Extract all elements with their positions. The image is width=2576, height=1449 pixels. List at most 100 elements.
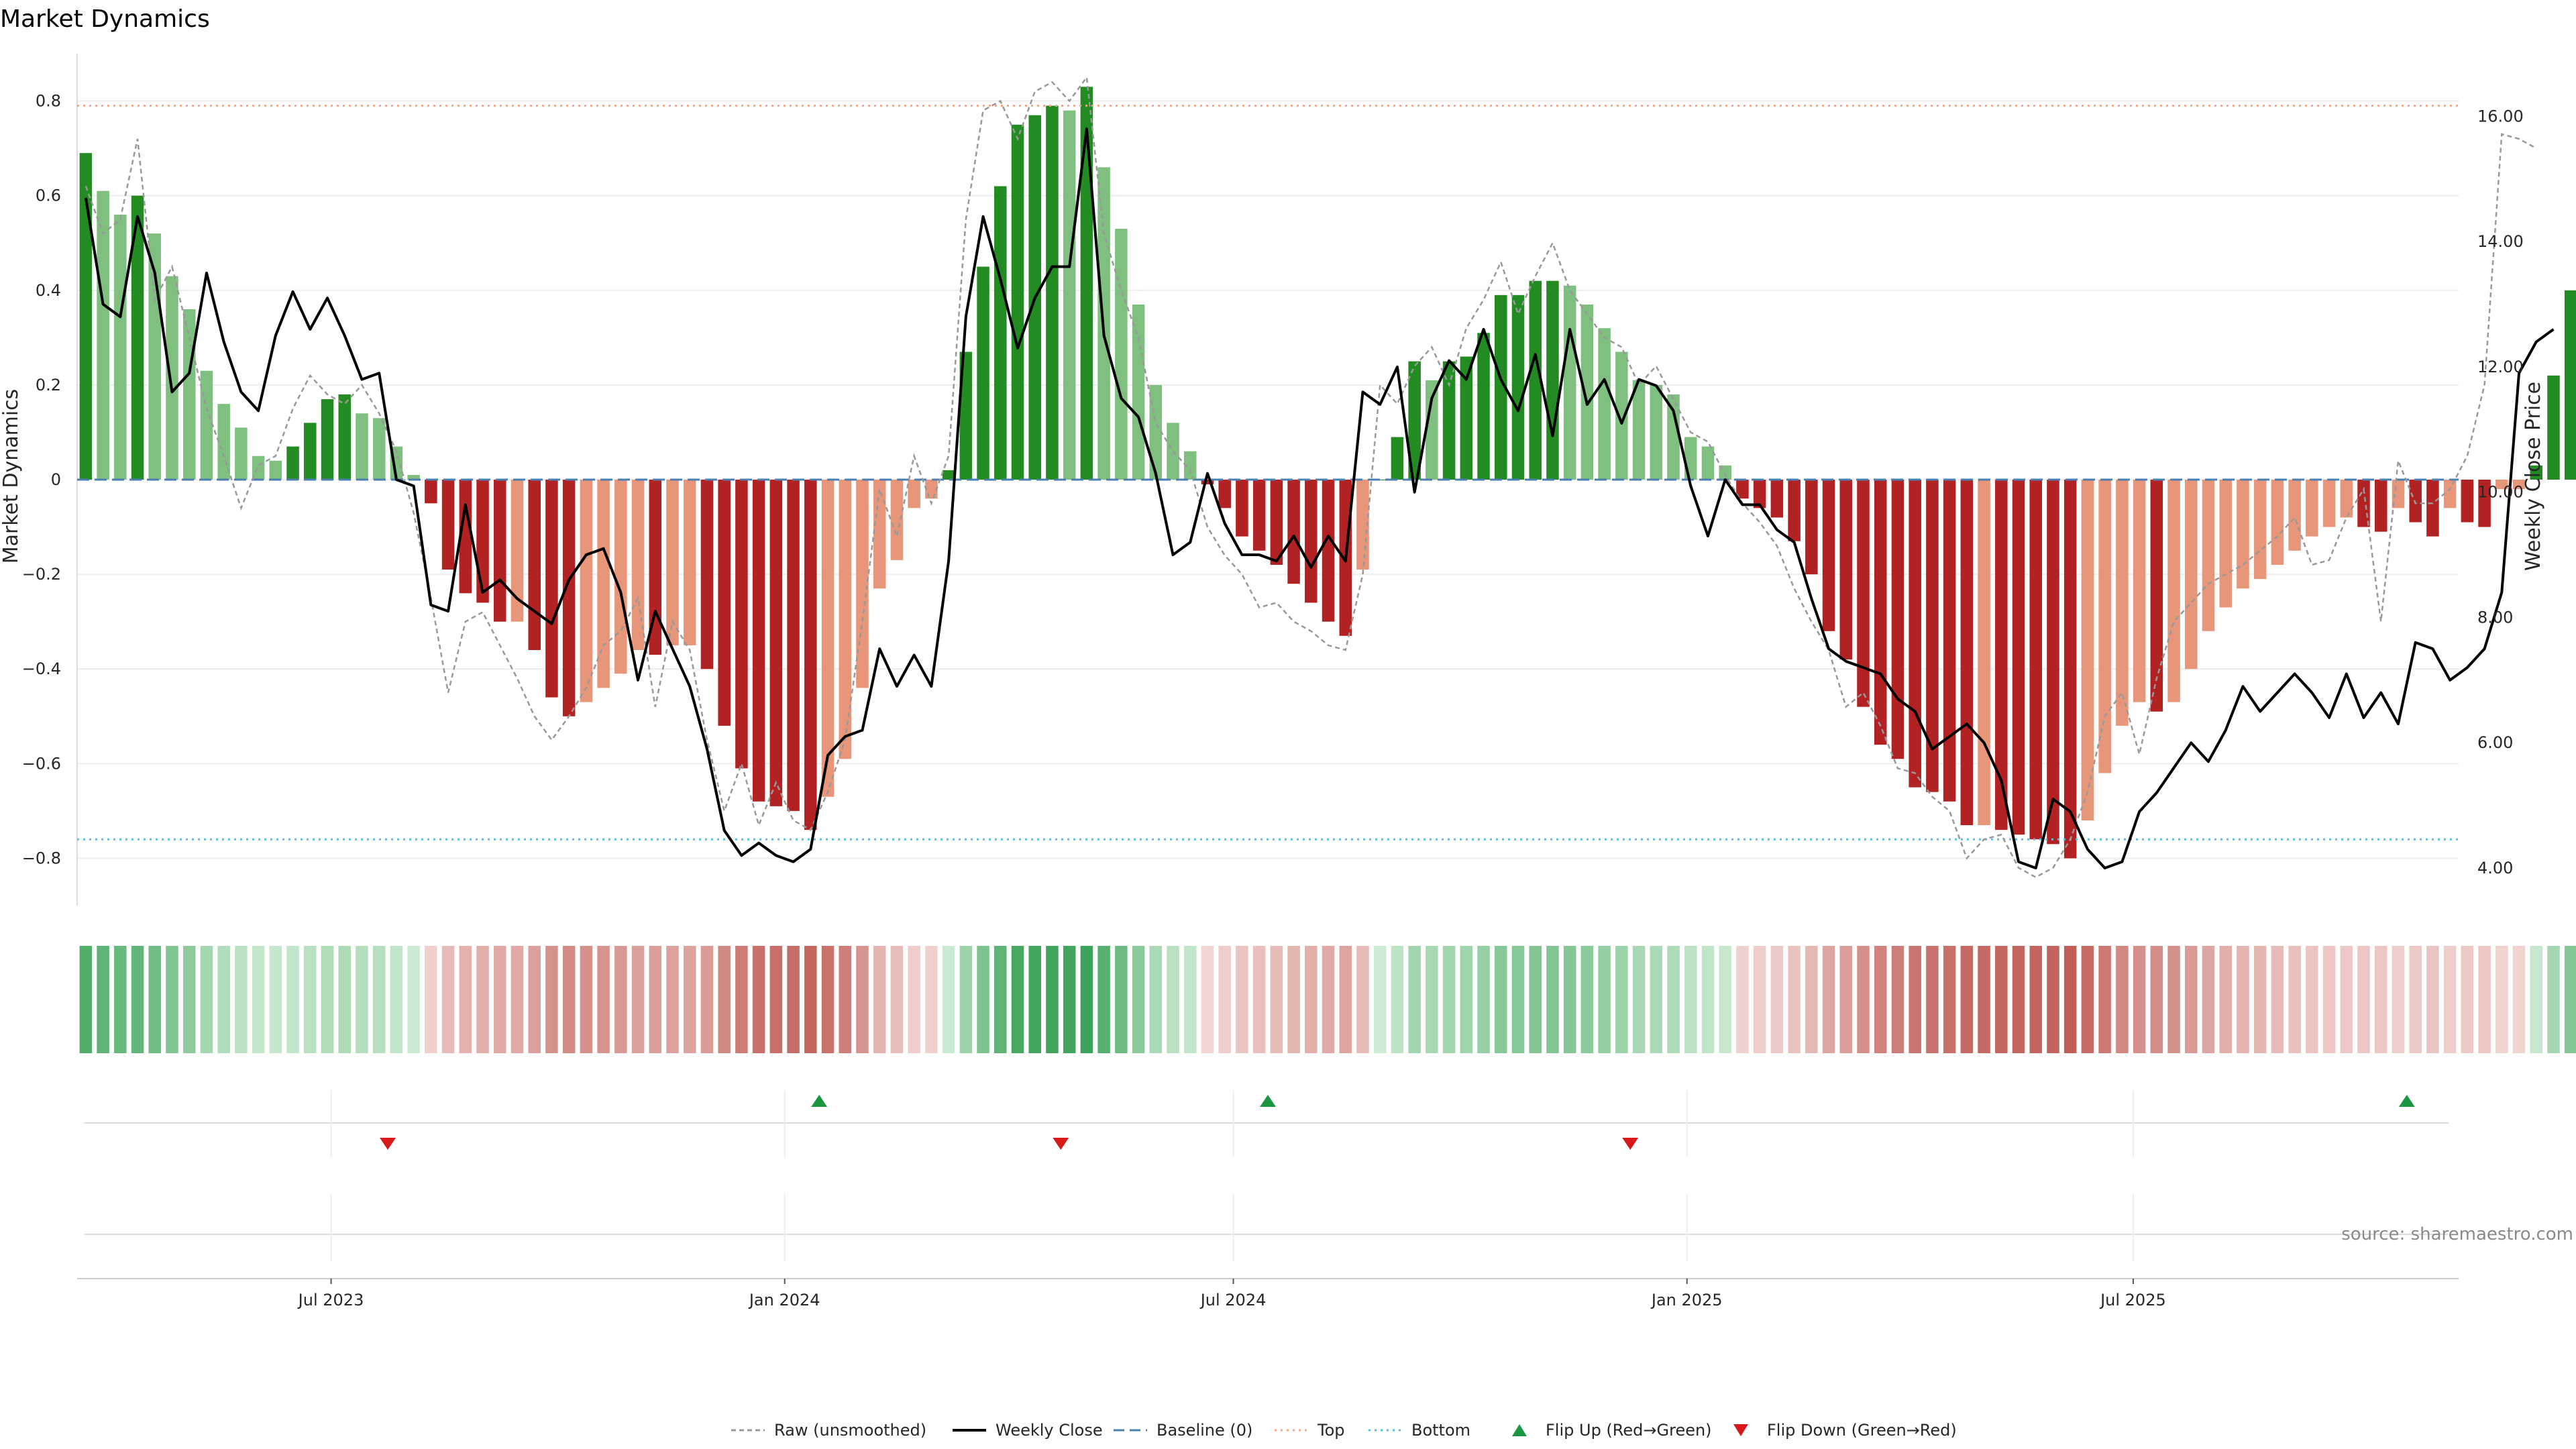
bar (459, 480, 472, 594)
heat-cell (2047, 946, 2059, 1053)
heat-cell (97, 946, 109, 1053)
bar (2443, 480, 2457, 508)
bar (1218, 480, 1231, 508)
y-tick-label: −0.4 (22, 659, 61, 678)
heat-cell (1753, 946, 1766, 1053)
y-tick-label: −0.2 (22, 565, 61, 584)
heat-cell (269, 946, 282, 1053)
bar (1149, 384, 1163, 480)
heat-cell (666, 946, 679, 1053)
flip-up-marker (2398, 1095, 2415, 1107)
bar (1805, 480, 1818, 575)
heat-cell (338, 946, 351, 1053)
bar (2098, 480, 2111, 773)
heat-cell (1615, 946, 1628, 1053)
heat-cell (1563, 946, 1576, 1053)
heat-cell (2116, 946, 2129, 1053)
heat-cell (1477, 946, 1490, 1053)
heat-cell (2426, 946, 2439, 1053)
bar (1442, 361, 1456, 480)
heat-cell (1529, 946, 1542, 1053)
heat-cell (1356, 946, 1369, 1053)
heat-cell (959, 946, 973, 1053)
heat-cell (1909, 946, 1921, 1053)
heat-cell (1495, 946, 1507, 1053)
heat-cell (2392, 946, 2405, 1053)
heat-cell (2133, 946, 2146, 1053)
heat-cell (2443, 946, 2457, 1053)
bar (2167, 480, 2180, 702)
y-axis-label: Market Dynamics (0, 389, 23, 564)
bar (1632, 380, 1646, 480)
bar (1495, 294, 1507, 480)
bar (1615, 352, 1628, 480)
bar (2047, 480, 2059, 845)
bar (994, 186, 1007, 480)
flip-down-marker (380, 1138, 396, 1150)
y2-tick-label: 8.00 (2477, 608, 2513, 627)
flip-down-marker (1622, 1138, 1639, 1150)
heat-cell (1736, 946, 1749, 1053)
bar (1822, 480, 1835, 631)
heat-cell (252, 946, 265, 1053)
heat-cell (1046, 946, 1059, 1053)
bar (1839, 480, 1853, 660)
heat-cell (2306, 946, 2318, 1053)
bar (493, 480, 506, 622)
legend: Raw (unsmoothed) Weekly Close Baseline (0)… (731, 1421, 1957, 1440)
bar (2322, 480, 2336, 527)
bar (2409, 480, 2422, 523)
bar (1477, 333, 1490, 480)
bar (614, 480, 627, 674)
heat-cell (217, 946, 230, 1053)
heat-cell (1460, 946, 1473, 1053)
legend-label: Raw (unsmoothed) (774, 1421, 926, 1440)
legend-swatch (1512, 1424, 1527, 1436)
bar (200, 370, 213, 480)
bar (2306, 480, 2318, 537)
heat-cell (1943, 946, 1956, 1053)
heat-cell (1788, 946, 1801, 1053)
bar (700, 480, 714, 669)
bar (2150, 480, 2163, 712)
bar (1788, 480, 1801, 541)
bar (804, 480, 817, 830)
raw-series-line (85, 74, 2537, 879)
bar (528, 480, 541, 650)
source-note: source: sharemaestro.com (2341, 1224, 2573, 1244)
bar (545, 480, 558, 698)
bar (839, 480, 852, 759)
heat-cell (286, 946, 299, 1053)
heat-cell (1822, 946, 1835, 1053)
heat-cell (2461, 946, 2474, 1053)
heat-cell (1097, 946, 1110, 1053)
heat-cell (114, 946, 127, 1053)
bar (2478, 480, 2491, 527)
heat-cell (2409, 946, 2422, 1053)
heat-cell (2029, 946, 2043, 1053)
y-tick-label: −0.8 (22, 849, 61, 867)
bar (356, 413, 368, 480)
bar (1132, 304, 1145, 480)
bar (2029, 480, 2043, 840)
heat-cell (182, 946, 196, 1053)
heat-cell (1546, 946, 1559, 1053)
bar (2530, 465, 2543, 480)
bar (580, 480, 593, 702)
heat-cell (1978, 946, 1990, 1053)
heat-cell (1805, 946, 1818, 1053)
heat-cell (821, 946, 835, 1053)
heat-cell (2185, 946, 2198, 1053)
bar (1598, 328, 1611, 480)
heat-cell (2322, 946, 2336, 1053)
heat-cell (752, 946, 765, 1053)
heat-cell (2081, 946, 2094, 1053)
heat-cell (839, 946, 852, 1053)
heat-cell (1719, 946, 1731, 1053)
heat-cell (1149, 946, 1163, 1053)
bar (304, 423, 317, 480)
legend-label: Flip Up (Red→Green) (1546, 1421, 1712, 1440)
bar (1580, 304, 1594, 480)
heat-cell (1426, 946, 1438, 1053)
